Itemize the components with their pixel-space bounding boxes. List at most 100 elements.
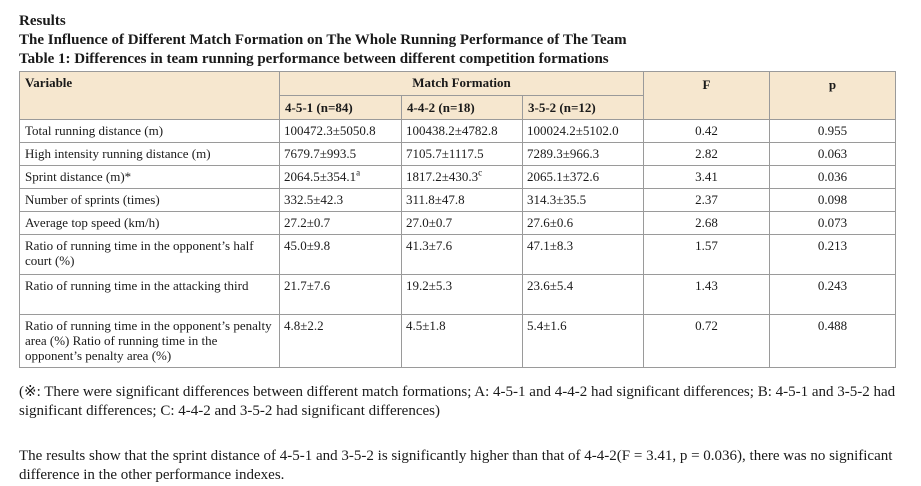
formation-352-cell-text: 27.6±0.6: [527, 215, 574, 230]
formation-352-cell-text: 2065.1±372.6: [527, 169, 600, 184]
f-value-cell: 2.37: [643, 188, 770, 212]
formation-352-cell: 100024.2±5102.0: [522, 119, 644, 143]
header-formation-442: 4-4-2 (n=18): [401, 95, 523, 120]
table-row: Ratio of running time in the opponent’s …: [19, 314, 896, 368]
results-table: Variable Match Formation F p 4-5-1 (n=84…: [19, 71, 896, 368]
f-value-cell-text: 0.72: [695, 318, 718, 333]
significance-marker: c: [478, 167, 483, 178]
header-formation-451: 4-5-1 (n=84): [279, 95, 402, 120]
table-row: Average top speed (km/h) 27.2±0.7 27.0±0.7…: [19, 211, 896, 235]
p-value-cell: 0.073: [769, 211, 896, 235]
f-value-cell: 1.43: [643, 274, 770, 315]
header-formation-352: 3-5-2 (n=12): [522, 95, 644, 120]
variable-cell-text: Ratio of running time in the opponent’s …: [25, 318, 272, 363]
variable-cell-text: Number of sprints (times): [25, 192, 160, 207]
formation-442-cell-text: 1817.2±430.3: [406, 169, 479, 184]
formation-442-cell-text: 311.8±47.8: [406, 192, 465, 207]
p-value-cell: 0.063: [769, 142, 896, 166]
f-value-cell-text: 1.43: [695, 278, 718, 293]
table-row: High intensity running distance (m) 7679.…: [19, 142, 896, 166]
formation-352-cell: 47.1±8.3: [522, 234, 644, 275]
f-value-cell-text: 2.82: [695, 146, 718, 161]
section-subtitle: The Influence of Different Match Formati…: [19, 32, 627, 48]
variable-cell-text: Average top speed (km/h): [25, 215, 160, 230]
formation-451-cell: 100472.3±5050.8: [279, 119, 402, 143]
formation-352-cell: 314.3±35.5: [522, 188, 644, 212]
formation-442-cell-text: 27.0±0.7: [406, 215, 453, 230]
formation-442-cell: 4.5±1.8: [401, 314, 523, 368]
f-value-cell: 0.42: [643, 119, 770, 143]
formation-352-cell: 23.6±5.4: [522, 274, 644, 315]
f-value-cell: 3.41: [643, 165, 770, 189]
formation-451-cell: 7679.7±993.5: [279, 142, 402, 166]
formation-442-cell: 19.2±5.3: [401, 274, 523, 315]
significance-marker: a: [356, 167, 361, 178]
p-value-cell: 0.213: [769, 234, 896, 275]
formation-352-cell-text: 23.6±5.4: [527, 278, 574, 293]
f-value-cell: 2.68: [643, 211, 770, 235]
variable-cell-text: Total running distance (m): [25, 123, 164, 138]
formation-451-cell-text: 4.8±2.2: [284, 318, 324, 333]
formation-442-cell: 311.8±47.8: [401, 188, 523, 212]
formation-451-cell-text: 100472.3±5050.8: [284, 123, 376, 138]
results-summary: The results show that the sprint distanc…: [19, 448, 893, 483]
p-value-cell: 0.036: [769, 165, 896, 189]
formation-442-cell-text: 100438.2±4782.8: [406, 123, 498, 138]
formation-451-cell: 332.5±42.3: [279, 188, 402, 212]
formation-352-cell-text: 100024.2±5102.0: [527, 123, 619, 138]
header-match-formation: Match Formation: [279, 71, 644, 96]
table-row: Sprint distance (m)* 2064.5±354.1a 1817.2±…: [19, 165, 896, 189]
p-value-cell: 0.098: [769, 188, 896, 212]
formation-451-cell: 4.8±2.2: [279, 314, 402, 368]
table-caption: Table 1: Differences in team running per…: [19, 51, 609, 67]
f-value-cell-text: 1.57: [695, 238, 718, 253]
p-value-cell-text: 0.036: [817, 169, 848, 184]
formation-442-cell-text: 41.3±7.6: [406, 238, 453, 253]
results-heading: Results: [19, 13, 66, 29]
p-value-cell: 0.243: [769, 274, 896, 315]
footnote: (※: There were significant differences b…: [19, 384, 896, 419]
table-row: Ratio of running time in the opponent’s …: [19, 234, 896, 275]
p-value-cell: 0.955: [769, 119, 896, 143]
variable-cell: Total running distance (m): [19, 119, 280, 143]
p-value-cell-text: 0.243: [817, 278, 848, 293]
variable-cell-text: Ratio of running time in the opponent’s …: [25, 238, 254, 268]
table-header-row: Variable Match Formation F p: [19, 71, 896, 120]
formation-442-cell: 7105.7±1117.5: [401, 142, 523, 166]
formation-442-cell-text: 19.2±5.3: [406, 278, 453, 293]
formation-442-cell: 27.0±0.7: [401, 211, 523, 235]
variable-cell: Ratio of running time in the opponent’s …: [19, 234, 280, 275]
formation-451-cell-text: 332.5±42.3: [284, 192, 344, 207]
f-value-cell-text: 0.42: [695, 123, 718, 138]
formation-451-cell-text: 27.2±0.7: [284, 215, 331, 230]
p-value-cell-text: 0.488: [817, 318, 848, 333]
formation-442-cell: 41.3±7.6: [401, 234, 523, 275]
p-value-cell-text: 0.063: [817, 146, 848, 161]
variable-cell-text: Sprint distance (m)*: [25, 169, 132, 184]
formation-352-cell-text: 7289.3±966.3: [527, 146, 600, 161]
p-value-cell-text: 0.955: [817, 123, 848, 138]
formation-442-cell-text: 7105.7±1117.5: [406, 146, 484, 161]
formation-442-cell-text: 4.5±1.8: [406, 318, 446, 333]
formation-451-cell: 27.2±0.7: [279, 211, 402, 235]
formation-451-cell-text: 21.7±7.6: [284, 278, 331, 293]
variable-cell: Number of sprints (times): [19, 188, 280, 212]
formation-451-cell: 2064.5±354.1a: [279, 165, 402, 189]
table-row: Total running distance (m) 100472.3±5050.…: [19, 119, 896, 143]
header-p: p: [769, 71, 896, 120]
variable-cell: Average top speed (km/h): [19, 211, 280, 235]
formation-451-cell-text: 7679.7±993.5: [284, 146, 357, 161]
formation-352-cell: 5.4±1.6: [522, 314, 644, 368]
formation-352-cell-text: 5.4±1.6: [527, 318, 567, 333]
variable-cell: Ratio of running time in the opponent’s …: [19, 314, 280, 368]
formation-352-cell: 7289.3±966.3: [522, 142, 644, 166]
formation-451-cell-text: 2064.5±354.1: [284, 169, 357, 184]
f-value-cell-text: 2.68: [695, 215, 718, 230]
header-variable: Variable: [19, 71, 280, 120]
variable-cell-text: High intensity running distance (m): [25, 146, 211, 161]
formation-352-cell: 2065.1±372.6: [522, 165, 644, 189]
table-subheader-row: 4-5-1 (n=84) 4-4-2 (n=18) 3-5-2 (n=12): [20, 95, 896, 120]
variable-cell: High intensity running distance (m): [19, 142, 280, 166]
f-value-cell-text: 3.41: [695, 169, 718, 184]
formation-442-cell: 100438.2±4782.8: [401, 119, 523, 143]
